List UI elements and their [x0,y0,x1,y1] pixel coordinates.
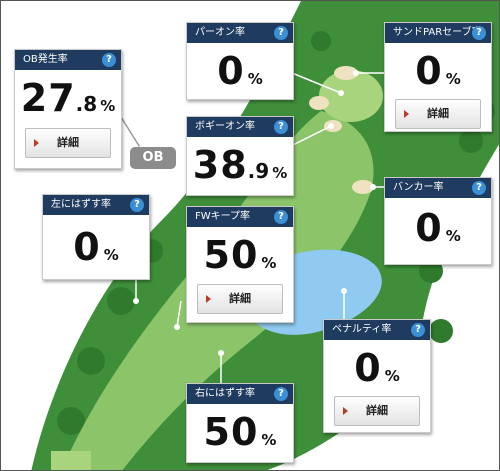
card-header: OB発生率 ? [15,50,121,70]
card-title: FWキープ率 [195,211,251,222]
caret-right-icon [343,407,348,415]
fw-keep-rate-card: FWキープ率 ? 50% 詳細 [186,206,294,323]
card-title: 右にはずす率 [195,388,255,399]
button-label: 詳細 [427,107,449,120]
button-label: 詳細 [229,292,251,305]
help-icon[interactable]: ? [130,198,144,212]
right-miss-rate-card: 右にはずす率 ? 50% [186,383,294,463]
card-title: ボギーオン率 [195,121,255,132]
value-unit: % [103,246,119,264]
value-int: 38 [192,143,248,187]
bogey-on-rate-card: ボギーオン率 ? 38.9% [186,116,294,196]
help-icon[interactable]: ? [472,26,486,40]
penalty-rate-value: 0% [324,346,430,390]
help-icon[interactable]: ? [274,210,288,224]
help-icon[interactable]: ? [102,53,116,67]
help-icon[interactable]: ? [274,26,288,40]
value-int: 27 [20,76,76,120]
value-dec: .9 [247,159,270,183]
fw-keep-detail-button[interactable]: 詳細 [197,284,283,314]
card-header: バンカー率 ? [385,178,491,198]
button-label: 詳細 [366,404,388,417]
bunker-rate-value: 0% [385,206,491,250]
card-header: パーオン率 ? [187,23,293,43]
left-miss-rate-value: 0% [43,225,149,269]
card-header: ペナルティ率 ? [324,320,430,340]
ob-detail-button[interactable]: 詳細 [25,128,111,158]
bogey-on-rate-value: 38.9% [187,143,293,187]
bunker-rate-card: バンカー率 ? 0% [384,177,492,265]
par-on-rate-card: パーオン率 ? 0% [186,22,294,100]
value-unit: % [247,70,263,88]
value-int: 0 [415,206,443,250]
penalty-detail-button[interactable]: 詳細 [334,396,420,426]
card-title: サンドPARセーブ率 [393,27,482,38]
value-int: 50 [203,410,259,454]
tee-box [51,451,91,470]
ob-rate-value: 27.8% [15,76,121,120]
help-icon[interactable]: ? [472,181,486,195]
bunkers [309,66,374,194]
value-int: 0 [217,49,245,93]
sand-save-rate-value: 0% [385,49,491,93]
card-title: パーオン率 [195,27,245,38]
leader-lines [120,72,384,383]
ob-rate-card: OB発生率 ? 27.8% 詳細 [14,49,122,169]
card-title: OB発生率 [23,54,68,65]
help-icon[interactable]: ? [411,323,425,337]
card-title: バンカー率 [393,182,444,193]
sand-save-detail-button[interactable]: 詳細 [395,99,481,129]
card-header: 右にはずす率 ? [187,384,293,404]
penalty-rate-card: ペナルティ率 ? 0% 詳細 [323,319,431,433]
card-title: 左にはずす率 [51,199,111,210]
card-header: サンドPARセーブ率 ? [385,23,491,43]
value-unit: % [261,431,277,449]
value-unit: % [445,70,461,88]
value-unit: % [261,254,277,272]
left-miss-rate-card: 左にはずす率 ? 0% [42,194,150,280]
caret-right-icon [34,139,39,147]
caret-right-icon [206,295,211,303]
value-int: 0 [415,49,443,93]
card-header: 左にはずす率 ? [43,195,149,215]
card-header: ボギーオン率 ? [187,117,293,137]
button-label: 詳細 [57,136,79,149]
value-int: 0 [73,225,101,269]
help-icon[interactable]: ? [274,120,288,134]
card-header: FWキープ率 ? [187,207,293,227]
value-unit: % [272,164,288,182]
value-unit: % [445,227,461,245]
value-int: 50 [203,233,259,277]
value-int: 0 [354,346,382,390]
right-miss-rate-value: 50% [187,410,293,454]
ob-marker: OB [130,147,176,169]
help-icon[interactable]: ? [274,387,288,401]
caret-right-icon [404,110,409,118]
value-unit: % [100,97,116,115]
value-unit: % [384,367,400,385]
card-title: ペナルティ率 [332,324,392,335]
sand-save-rate-card: サンドPARセーブ率 ? 0% 詳細 [384,22,492,132]
fw-keep-rate-value: 50% [187,233,293,277]
par-on-rate-value: 0% [187,49,293,93]
putting-green [319,70,383,122]
value-dec: .8 [75,92,98,116]
